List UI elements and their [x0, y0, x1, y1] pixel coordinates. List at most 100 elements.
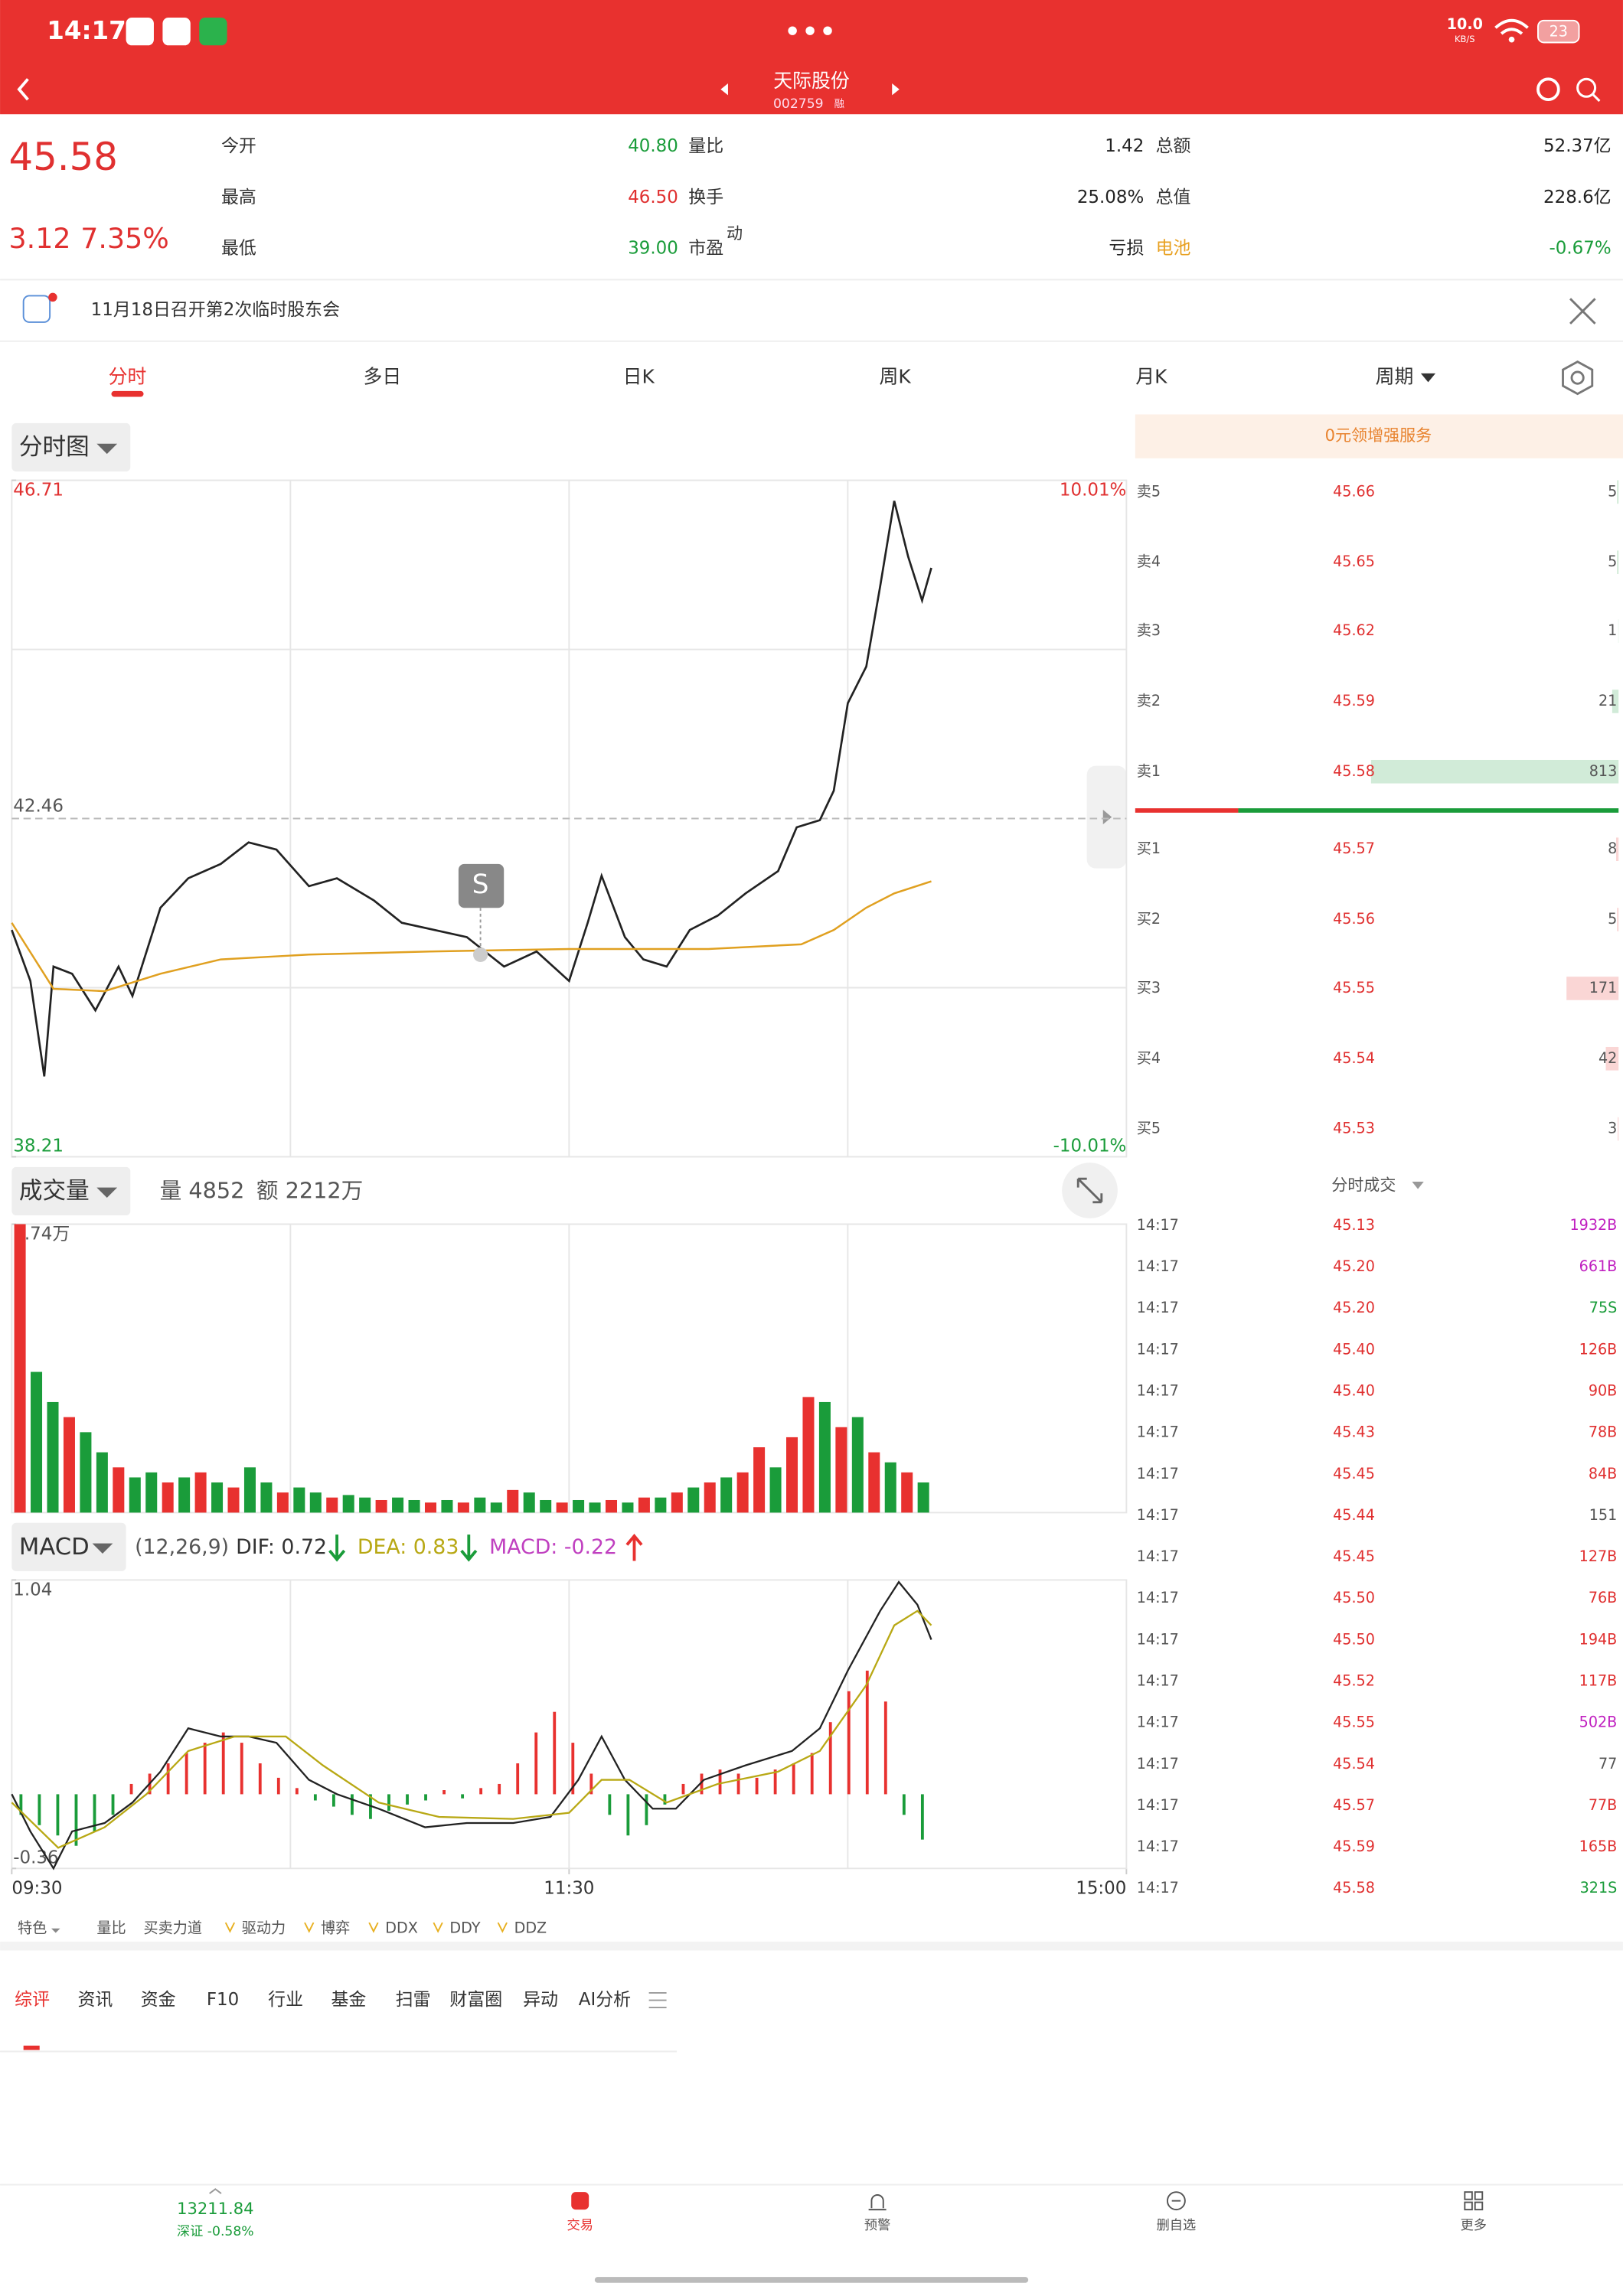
depth-bar	[1616, 837, 1619, 861]
news-tab[interactable]: 异动	[523, 1990, 558, 2010]
chart-tab[interactable]: 日K	[623, 366, 655, 388]
macd-bar	[185, 1753, 188, 1795]
quote-label: 换手	[688, 188, 723, 207]
search-icon[interactable]	[1576, 77, 1597, 98]
macd-bar	[718, 1769, 722, 1795]
signal-marker	[458, 863, 505, 908]
chart-selector[interactable]	[11, 1166, 131, 1216]
trade-volume: 117B	[1579, 1672, 1618, 1690]
expand-icon	[1076, 1177, 1103, 1204]
news-tab[interactable]: AI分析	[579, 1990, 631, 2010]
macd-bar	[681, 1783, 685, 1795]
chart-tab[interactable]: 多日	[364, 366, 402, 388]
chart-tab[interactable]: 分时	[109, 366, 147, 388]
indicator-tab[interactable]: 驱动力	[242, 1919, 286, 1936]
nav-item[interactable]: 交易	[567, 2218, 593, 2233]
volume-bar	[392, 1497, 404, 1513]
news-tab[interactable]: 综评	[15, 1990, 50, 2010]
chart-selector-label: MACD	[19, 1534, 90, 1561]
news-tab[interactable]: 财富圈	[449, 1990, 502, 2010]
macd-bar	[589, 1773, 593, 1795]
nav-icon[interactable]	[868, 2194, 887, 2211]
trade-volume: 77B	[1589, 1796, 1617, 1814]
quote-label: 最高	[221, 188, 256, 207]
indicator-tab[interactable]: DDY	[449, 1919, 480, 1936]
trade-time: 14:17	[1137, 1465, 1179, 1482]
news-tab[interactable]: 扫雷	[396, 1990, 431, 2010]
price-change: 3.12	[9, 222, 71, 255]
trade-price: 45.45	[1333, 1548, 1375, 1565]
volume-bar	[786, 1437, 798, 1513]
news-tab[interactable]: F10	[207, 1990, 239, 2010]
section-gap	[0, 1941, 1623, 1951]
chart-selector[interactable]	[11, 422, 131, 472]
indicator-tab[interactable]: DDX	[385, 1919, 418, 1936]
indicator-tab[interactable]: 量比	[96, 1919, 126, 1936]
y-tick-label: 1.04	[13, 1580, 52, 1600]
back-button[interactable]	[17, 78, 29, 101]
volume-bar	[457, 1502, 469, 1513]
quote-label: 量比	[688, 136, 723, 156]
nav-item[interactable]: 预警	[864, 2218, 890, 2233]
status-time: 14:17	[47, 16, 126, 45]
index-expand	[209, 2188, 222, 2194]
book-label: 买5	[1137, 1120, 1161, 1137]
volume-bar	[802, 1397, 815, 1513]
chart-tab[interactable]: 周K	[879, 366, 911, 388]
chart-selector[interactable]	[11, 1522, 126, 1571]
up-arrow	[625, 1534, 643, 1561]
news-tab[interactable]: 资金	[141, 1990, 176, 2010]
news-tab[interactable]: 基金	[331, 1990, 366, 2010]
header-bg	[0, 0, 1623, 115]
book-label: 卖5	[1137, 482, 1161, 500]
book-volume: 813	[1589, 762, 1618, 780]
book-volume: 21	[1599, 692, 1617, 709]
volume-bar	[243, 1467, 256, 1513]
news-tab[interactable]: 行业	[268, 1990, 303, 2010]
nav-item[interactable]: 更多	[1461, 2218, 1487, 2233]
alert-icon[interactable]	[1536, 77, 1560, 102]
trade-price: 45.55	[1333, 1714, 1375, 1731]
settings-icon[interactable]	[1562, 360, 1594, 396]
trade-volume: 90B	[1589, 1381, 1617, 1399]
chart-selector-label: 分时图	[19, 434, 90, 461]
book-price: 45.65	[1333, 553, 1375, 570]
quote-label: 最低	[221, 239, 256, 259]
nav-icon[interactable]	[1464, 2191, 1484, 2211]
dropdown-arrow	[96, 443, 118, 455]
indicator-tab[interactable]: DDZ	[514, 1919, 547, 1936]
macd-bar	[498, 1783, 501, 1795]
tabs-menu[interactable]	[648, 1991, 667, 2009]
quote-label: 总值	[1156, 188, 1191, 207]
bid-strength	[1135, 808, 1239, 813]
book-label: 买1	[1137, 840, 1161, 857]
wifi-icon	[1494, 18, 1529, 35]
chart-tab[interactable]: 周期	[1376, 366, 1414, 388]
x-tick-label: 11:30	[544, 1879, 594, 1899]
close-notice[interactable]	[1569, 298, 1596, 325]
macd-bar	[203, 1743, 207, 1795]
indicator-tab[interactable]: 博弈	[321, 1919, 350, 1936]
promo-banner[interactable]	[1135, 414, 1623, 458]
depth-bar	[1566, 977, 1619, 1000]
chart-tab[interactable]: 月K	[1135, 366, 1167, 388]
trade-price: 45.40	[1333, 1381, 1375, 1399]
quote-value: 46.50	[628, 188, 678, 207]
book-price: 45.62	[1333, 621, 1375, 639]
quote-value: 52.37亿	[1543, 136, 1612, 156]
ask-strength	[1238, 808, 1619, 813]
dropdown-arrow	[1420, 373, 1436, 383]
nav-icon[interactable]	[1166, 2191, 1186, 2211]
news-tab[interactable]: 资讯	[77, 1990, 113, 2010]
macd-bar	[608, 1794, 612, 1815]
indicator-tab[interactable]: 特色	[18, 1919, 47, 1936]
nav-item[interactable]: 删自选	[1157, 2218, 1197, 2233]
nav-icon[interactable]	[571, 2192, 589, 2210]
depth-bar	[1612, 690, 1619, 713]
indicator-tab[interactable]: 买卖力道	[144, 1919, 202, 1936]
macd-bar	[111, 1794, 115, 1815]
volume-bar	[556, 1502, 568, 1513]
depth-bar	[1370, 759, 1619, 784]
